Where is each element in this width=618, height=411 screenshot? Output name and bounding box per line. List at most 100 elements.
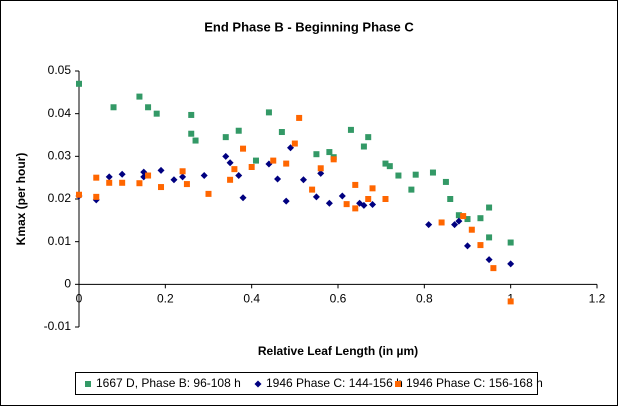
point — [76, 191, 82, 198]
y-tick-label: 0.03 — [48, 149, 72, 163]
point — [468, 226, 475, 233]
point — [235, 127, 242, 134]
point — [507, 239, 514, 246]
point — [395, 172, 402, 179]
point — [145, 104, 152, 111]
point — [76, 80, 82, 87]
y-tick-label: 0 — [64, 277, 71, 291]
point — [455, 217, 463, 225]
point — [464, 242, 471, 250]
point — [486, 204, 493, 211]
legend-label: 1667 D, Phase B: 96-108 h — [96, 376, 241, 390]
point — [192, 137, 199, 144]
point — [105, 173, 113, 181]
point — [352, 181, 359, 188]
point — [365, 196, 372, 202]
point — [291, 140, 298, 147]
point — [412, 171, 419, 178]
point — [282, 197, 290, 205]
point — [455, 212, 462, 219]
point — [119, 179, 126, 186]
point — [231, 166, 238, 173]
x-tick-label: 0.4 — [243, 292, 260, 306]
x-tick-label: 1.2 — [589, 292, 606, 306]
point — [382, 196, 389, 202]
point — [507, 298, 514, 305]
point — [270, 157, 277, 164]
point — [158, 184, 165, 191]
point — [235, 172, 243, 180]
point — [118, 170, 126, 178]
point — [200, 172, 208, 180]
point — [338, 192, 346, 200]
point — [265, 109, 272, 116]
x-tick-label: 0.8 — [416, 292, 433, 306]
point — [226, 159, 234, 167]
point — [451, 221, 459, 229]
point — [425, 221, 433, 229]
chart-title: End Phase B - Beginning Phase C — [204, 19, 414, 34]
legend-marker — [254, 380, 262, 388]
point — [299, 176, 307, 184]
point — [248, 164, 255, 170]
point — [313, 151, 320, 158]
legend-marker — [395, 381, 401, 387]
point — [145, 172, 152, 179]
legend-label: 1946 Phase C: 144-156 h — [266, 376, 403, 390]
point — [429, 169, 436, 176]
point — [507, 260, 515, 268]
point — [278, 129, 285, 136]
point — [408, 186, 415, 193]
point — [369, 185, 376, 192]
point — [239, 194, 247, 202]
point — [477, 215, 484, 222]
point — [240, 145, 247, 152]
point — [326, 149, 333, 156]
point — [188, 111, 195, 118]
point — [93, 193, 100, 200]
legend-label: 1946 Phase C: 156-168 h — [406, 376, 543, 390]
point — [369, 201, 377, 209]
y-tick-label: 0.05 — [48, 63, 72, 77]
point — [283, 160, 290, 167]
legend-box — [75, 372, 538, 395]
point — [360, 201, 368, 209]
point — [157, 166, 165, 174]
point — [438, 219, 445, 226]
point — [252, 157, 259, 164]
point — [110, 104, 117, 111]
point — [227, 176, 234, 183]
point — [93, 174, 100, 181]
point — [343, 201, 350, 208]
point — [205, 190, 212, 197]
point — [325, 199, 333, 207]
x-axis-title: Relative Leaf Length (in µm) — [258, 344, 418, 358]
point — [309, 186, 316, 193]
point — [477, 242, 484, 249]
point — [365, 134, 372, 141]
point — [360, 143, 367, 150]
y-axis-title: Kmax (per hour) — [14, 153, 28, 246]
point — [490, 265, 497, 272]
point — [347, 126, 354, 133]
y-tick-label: 0.04 — [48, 106, 72, 120]
point — [179, 168, 186, 175]
point — [153, 110, 160, 117]
point — [274, 175, 282, 183]
point — [485, 256, 493, 264]
point — [317, 165, 324, 172]
y-tick-label: -0.01 — [44, 319, 72, 333]
point — [382, 160, 389, 167]
point — [136, 93, 143, 100]
point — [136, 180, 143, 187]
y-tick-label: 0.01 — [48, 234, 72, 248]
point — [447, 196, 454, 202]
point — [170, 176, 178, 184]
point — [183, 181, 190, 188]
point — [464, 216, 471, 223]
point — [106, 179, 113, 186]
point — [179, 173, 187, 181]
point — [188, 130, 195, 137]
